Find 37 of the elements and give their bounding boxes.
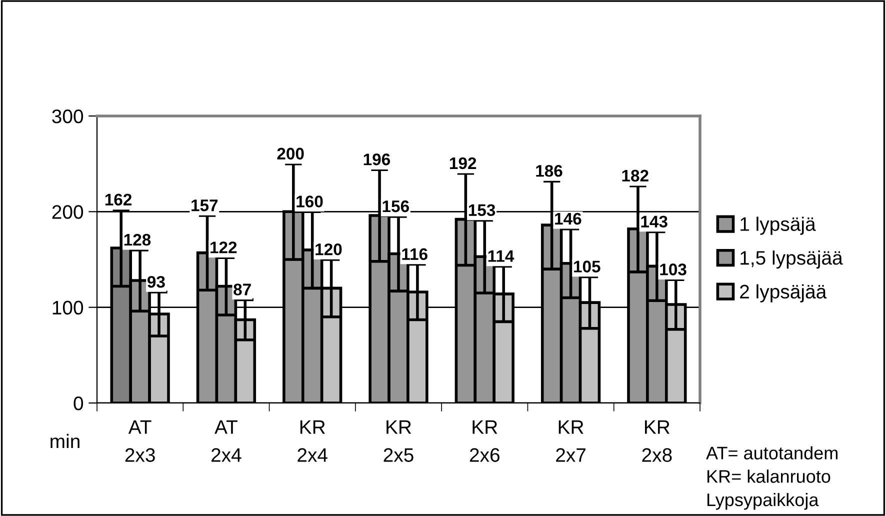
x-tick-label: KR 2x8: [642, 420, 672, 462]
data-label: 156: [382, 200, 409, 212]
data-label: 120: [316, 243, 342, 256]
data-label: 114: [488, 250, 514, 262]
legend-label: 1 lypsäjä: [740, 216, 816, 235]
legend-label: 1,5 lypsäjää: [740, 250, 843, 269]
y-axis-title: min: [50, 434, 80, 448]
data-label: 196: [364, 154, 390, 166]
data-label: 157: [192, 200, 218, 212]
data-label: 93: [147, 276, 165, 288]
x-tick-label: KR 2x6: [470, 420, 500, 462]
x-tick-label: KR 2x5: [384, 420, 414, 462]
y-tick-label: 300: [52, 109, 84, 124]
data-label: 162: [105, 194, 132, 206]
data-label: 182: [622, 170, 648, 182]
data-label: 105: [574, 260, 600, 272]
data-label: 153: [468, 204, 496, 216]
data-label: 186: [536, 165, 562, 177]
x-tick-label: AT 2x3: [125, 420, 155, 462]
legend-label: 2 lypsäjää: [740, 284, 827, 302]
data-label: 128: [124, 234, 151, 246]
x-tick-label: AT 2x4: [212, 420, 242, 462]
x-tick-label: KR 2x4: [298, 420, 328, 462]
y-tick-label: 200: [52, 205, 84, 219]
text: AT= autotandem KR= kalanruoto Lypsypaikkoja: [706, 446, 838, 510]
x-tick-label: KR 2x7: [556, 420, 586, 462]
data-label: 160: [296, 196, 323, 208]
data-label: 87: [234, 284, 251, 296]
data-label: 122: [210, 242, 237, 254]
y-tick-label: 0: [74, 396, 84, 410]
data-label: 192: [450, 157, 476, 170]
y-tick-label: 100: [52, 300, 84, 315]
data-label: 116: [402, 248, 428, 260]
data-label: 103: [660, 264, 686, 276]
data-label: 146: [555, 212, 582, 225]
data-label: 143: [641, 216, 668, 228]
data-label: 200: [277, 148, 304, 160]
